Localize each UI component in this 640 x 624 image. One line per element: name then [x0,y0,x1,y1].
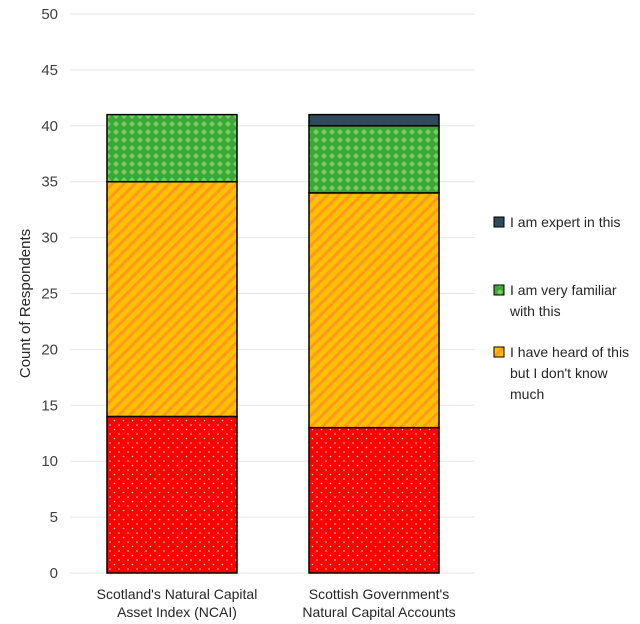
x-category-label: Scottish Government's [309,586,449,602]
y-tick-label: 15 [41,397,58,414]
bar-segment [308,192,440,429]
bar-segment [106,415,238,574]
legend-label: with this [509,303,561,319]
y-axis-title: Count of Respondents [17,229,34,378]
y-tick-label: 50 [41,6,58,23]
bar-segment [106,180,238,418]
x-category-label: Natural Capital Accounts [302,604,455,620]
y-tick-label: 40 [41,118,58,135]
x-category-label: Scotland's Natural Capital [97,586,258,602]
legend-swatch [493,216,505,228]
bar-segment [308,125,440,194]
y-tick-label: 5 [50,509,58,526]
legend-label: I am expert in this [510,214,621,230]
bar-segment [308,113,440,127]
x-category-label: Asset Index (NCAI) [117,604,237,620]
legend-label: much [510,386,544,402]
bar-segment [106,113,238,183]
legend-label: I have heard of this [510,344,629,360]
y-tick-label: 0 [50,565,58,582]
legend-label: but I don't know [510,365,609,381]
legend-swatch [493,346,505,358]
y-tick-label: 10 [41,453,58,470]
y-tick-label: 45 [41,62,58,79]
bar-segment [308,426,440,574]
y-tick-label: 30 [41,230,58,247]
y-tick-label: 20 [41,341,58,358]
legend-swatch [493,284,505,296]
y-tick-label: 35 [41,174,58,191]
legend-label: I am very familiar [510,282,617,298]
y-tick-label: 25 [41,286,58,303]
